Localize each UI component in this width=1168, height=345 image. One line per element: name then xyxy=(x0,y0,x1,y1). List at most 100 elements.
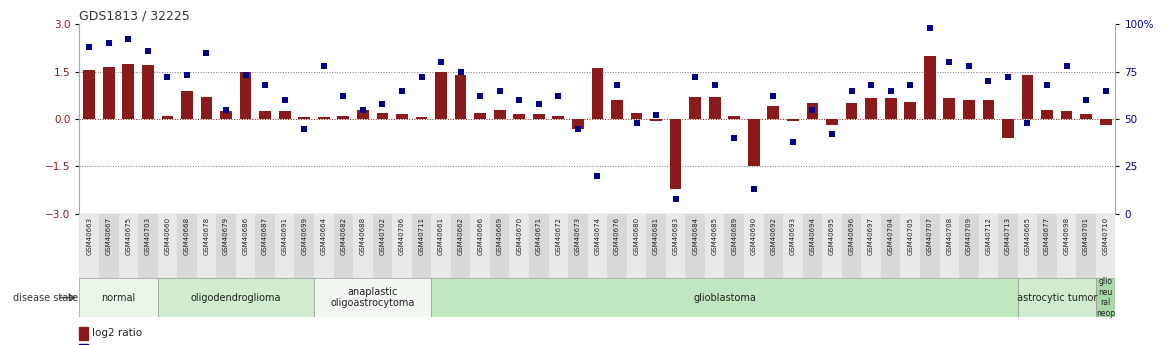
Bar xyxy=(196,214,216,278)
Text: GSM40668: GSM40668 xyxy=(183,217,190,255)
Bar xyxy=(924,56,936,119)
Bar xyxy=(783,214,802,278)
Point xyxy=(940,59,959,65)
Text: GSM40677: GSM40677 xyxy=(1044,217,1050,255)
Point xyxy=(294,126,313,131)
Text: GSM40666: GSM40666 xyxy=(478,217,484,255)
Bar xyxy=(1077,214,1096,278)
Bar xyxy=(123,64,134,119)
Bar xyxy=(454,75,466,119)
Bar xyxy=(436,71,447,119)
Bar xyxy=(807,103,819,119)
Bar xyxy=(79,278,158,317)
Bar xyxy=(216,214,236,278)
Text: GSM40710: GSM40710 xyxy=(1103,217,1108,255)
Bar xyxy=(236,214,256,278)
Point xyxy=(920,25,939,31)
Bar xyxy=(959,214,979,278)
Text: GSM40705: GSM40705 xyxy=(908,217,913,255)
Point xyxy=(784,139,802,145)
Text: GSM40689: GSM40689 xyxy=(731,217,737,255)
Bar xyxy=(471,214,489,278)
Point xyxy=(217,107,236,112)
Text: GSM40697: GSM40697 xyxy=(868,217,874,255)
Text: GSM40669: GSM40669 xyxy=(496,217,502,255)
Bar xyxy=(201,97,213,119)
Bar xyxy=(944,98,955,119)
Bar xyxy=(729,116,741,119)
Bar xyxy=(787,119,799,121)
Text: astrocytic tumor: astrocytic tumor xyxy=(1016,293,1097,303)
Text: GSM40698: GSM40698 xyxy=(1064,217,1070,255)
Point xyxy=(373,101,391,107)
Point xyxy=(256,82,274,88)
Text: GSM40660: GSM40660 xyxy=(165,217,171,255)
Bar xyxy=(314,278,431,317)
Point xyxy=(1057,63,1076,69)
Point xyxy=(334,93,353,99)
Bar xyxy=(861,214,881,278)
Bar xyxy=(666,214,686,278)
Text: GSM40693: GSM40693 xyxy=(790,217,795,255)
Text: GSM40694: GSM40694 xyxy=(809,217,815,255)
Bar xyxy=(161,116,173,119)
Bar xyxy=(431,278,1017,317)
Bar xyxy=(533,114,544,119)
Point xyxy=(862,82,881,88)
Point xyxy=(569,126,588,131)
Bar xyxy=(138,214,158,278)
Point xyxy=(139,48,158,53)
Point xyxy=(705,82,724,88)
Bar xyxy=(904,102,916,119)
Text: GSM40674: GSM40674 xyxy=(595,217,600,255)
Bar xyxy=(376,113,388,119)
Point xyxy=(842,88,861,93)
Point xyxy=(686,75,704,80)
Point xyxy=(725,135,744,141)
Text: GSM40703: GSM40703 xyxy=(145,217,151,255)
Bar xyxy=(686,214,705,278)
Point xyxy=(314,63,333,69)
Text: GSM40692: GSM40692 xyxy=(771,217,777,255)
Point xyxy=(588,173,607,179)
Bar xyxy=(1080,114,1092,119)
Bar xyxy=(256,214,274,278)
Point xyxy=(627,120,646,126)
Bar xyxy=(865,98,877,119)
Bar xyxy=(396,114,408,119)
Bar xyxy=(1002,119,1014,138)
Bar xyxy=(999,214,1017,278)
Point xyxy=(392,88,411,93)
Bar xyxy=(318,117,329,119)
Text: GSM40702: GSM40702 xyxy=(380,217,385,255)
Point xyxy=(99,40,118,46)
Bar xyxy=(826,119,837,125)
Bar xyxy=(646,214,666,278)
Bar xyxy=(1100,119,1112,125)
Text: GSM40713: GSM40713 xyxy=(1004,217,1011,255)
Bar xyxy=(764,214,783,278)
Text: GSM40665: GSM40665 xyxy=(1024,217,1030,255)
Bar xyxy=(901,214,920,278)
Bar xyxy=(767,106,779,119)
Bar xyxy=(338,116,349,119)
Bar xyxy=(631,113,642,119)
Bar xyxy=(591,68,604,119)
Bar xyxy=(294,214,314,278)
Text: GSM40664: GSM40664 xyxy=(321,217,327,255)
Point xyxy=(491,88,509,93)
Text: GSM40682: GSM40682 xyxy=(340,217,347,255)
Point xyxy=(901,82,919,88)
Bar xyxy=(689,97,701,119)
Bar xyxy=(509,214,529,278)
Text: oligodendroglioma: oligodendroglioma xyxy=(190,293,281,303)
Text: GSM40683: GSM40683 xyxy=(673,217,679,255)
Bar xyxy=(416,117,427,119)
Text: GSM40685: GSM40685 xyxy=(711,217,717,255)
Bar xyxy=(158,214,178,278)
Text: GSM40673: GSM40673 xyxy=(575,217,580,255)
Bar xyxy=(709,97,721,119)
Point xyxy=(197,50,216,55)
Bar xyxy=(1037,214,1057,278)
Text: GSM40704: GSM40704 xyxy=(888,217,894,255)
